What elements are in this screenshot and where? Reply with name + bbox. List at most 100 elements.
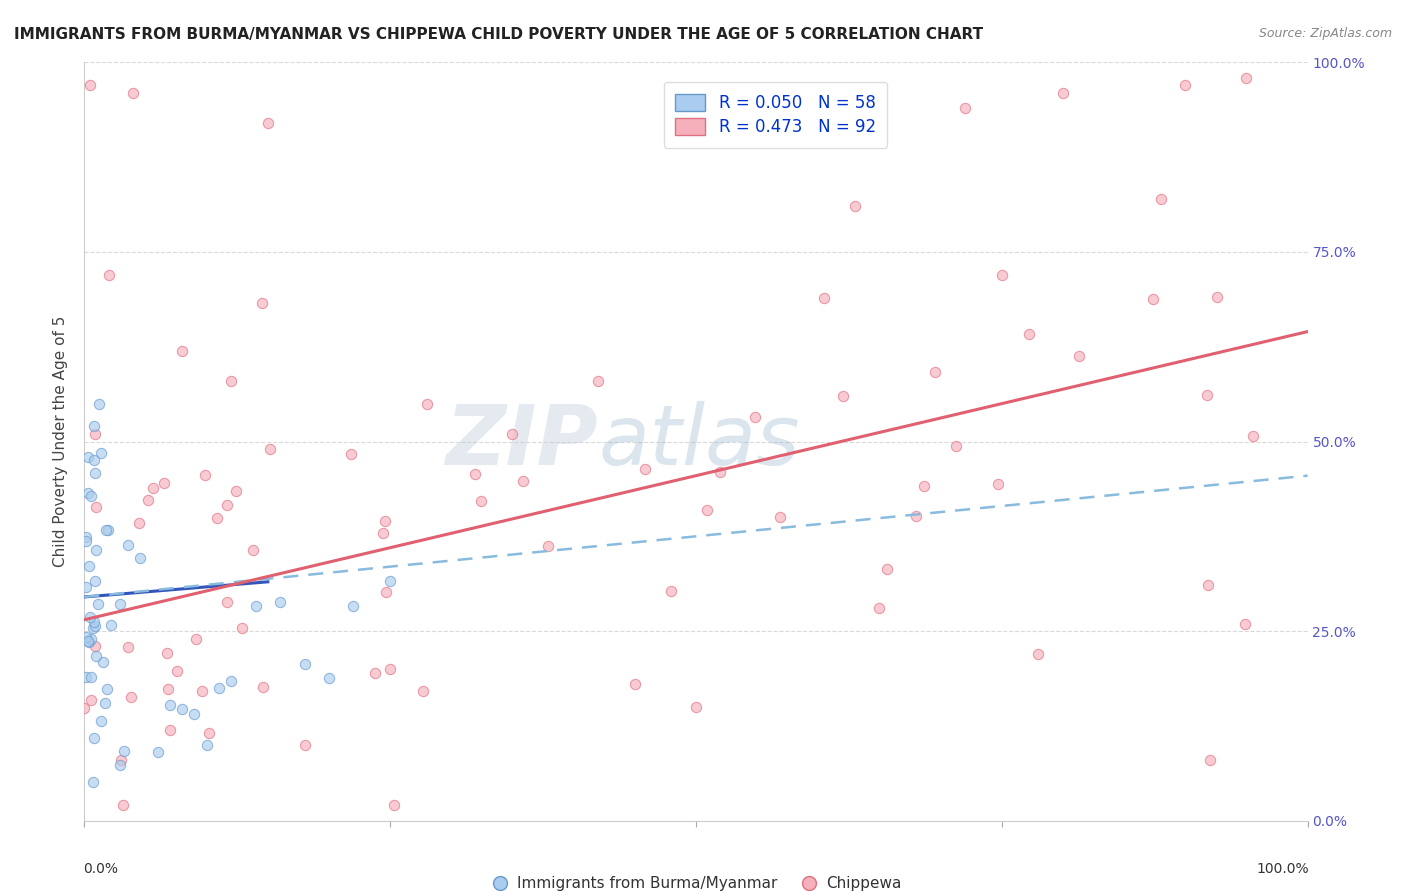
Point [191, 684, 214, 698]
Point [87, 597, 110, 611]
Point [375, 585, 398, 599]
Point [75, 530, 97, 544]
Point [231, 621, 253, 635]
Point [340, 447, 363, 461]
Point [1052, 86, 1074, 100]
Point [257, 116, 280, 130]
Point [110, 753, 132, 767]
Point [84, 574, 107, 588]
Point [184, 632, 207, 646]
Point [844, 199, 866, 213]
Point [83, 453, 105, 467]
Point [159, 698, 181, 712]
Point [219, 673, 242, 688]
Point [80, 632, 103, 646]
Point [84, 649, 107, 664]
Point [945, 439, 967, 453]
Point [142, 481, 165, 495]
Point [1195, 387, 1218, 401]
Point [76, 486, 98, 500]
Point [953, 101, 976, 115]
Point [215, 595, 238, 609]
Point [242, 542, 264, 557]
Point [502, 427, 524, 442]
Point [685, 699, 707, 714]
Point [1150, 192, 1173, 206]
Point [373, 525, 395, 540]
Point [108, 757, 131, 772]
Point [195, 738, 218, 752]
Point [219, 374, 242, 388]
Point [83, 467, 105, 481]
Point [75, 630, 97, 644]
Point [97, 523, 120, 537]
Point [374, 514, 396, 528]
Point [122, 86, 145, 100]
Point [205, 511, 228, 525]
Legend: Immigrants from Burma/Myanmar, Chippewa: Immigrants from Burma/Myanmar, Chippewa [485, 870, 907, 892]
Point [117, 538, 139, 552]
Point [84, 542, 107, 557]
Point [90, 446, 112, 460]
Point [90, 714, 112, 728]
Point [96, 681, 118, 696]
Point [83, 419, 105, 434]
Point [709, 465, 731, 479]
Point [245, 599, 267, 614]
Point [80, 670, 103, 684]
Point [97, 268, 120, 282]
Point [128, 516, 150, 531]
Point [1174, 78, 1197, 92]
Point [464, 467, 486, 481]
Point [172, 343, 194, 358]
Point [225, 484, 247, 499]
Point [1234, 617, 1257, 632]
Point [1067, 350, 1090, 364]
Point [412, 684, 434, 698]
Point [696, 503, 718, 517]
Point [129, 551, 152, 566]
Point [512, 474, 534, 488]
Point [659, 584, 682, 599]
Point [75, 533, 97, 548]
Point [364, 665, 387, 680]
Point [208, 681, 231, 696]
Point [250, 296, 273, 310]
Point [624, 677, 647, 691]
Point [75, 670, 97, 684]
Point [342, 599, 364, 613]
Point [83, 731, 105, 745]
Point [83, 615, 105, 629]
Point [1206, 290, 1229, 304]
Point [80, 489, 103, 503]
Point [194, 468, 217, 483]
Point [84, 500, 107, 514]
Point [924, 365, 946, 379]
Point [1018, 326, 1040, 341]
Point [82, 621, 104, 635]
Point [537, 539, 560, 553]
Point [75, 580, 97, 594]
Point [783, 108, 806, 122]
Text: atlas: atlas [598, 401, 800, 482]
Point [1236, 70, 1258, 85]
Point [156, 682, 179, 697]
Point [380, 574, 402, 588]
Point [813, 291, 835, 305]
Point [470, 494, 492, 508]
Point [259, 442, 281, 456]
Point [1028, 647, 1050, 661]
Point [79, 610, 101, 624]
Point [382, 798, 405, 813]
Point [831, 389, 853, 403]
Point [100, 617, 122, 632]
Point [120, 690, 142, 704]
Point [269, 594, 291, 608]
Point [117, 640, 139, 654]
Point [1198, 753, 1220, 767]
Point [991, 268, 1014, 282]
Text: ZIP: ZIP [446, 401, 598, 482]
Point [183, 707, 205, 722]
Point [83, 619, 105, 633]
Point [79, 78, 101, 92]
